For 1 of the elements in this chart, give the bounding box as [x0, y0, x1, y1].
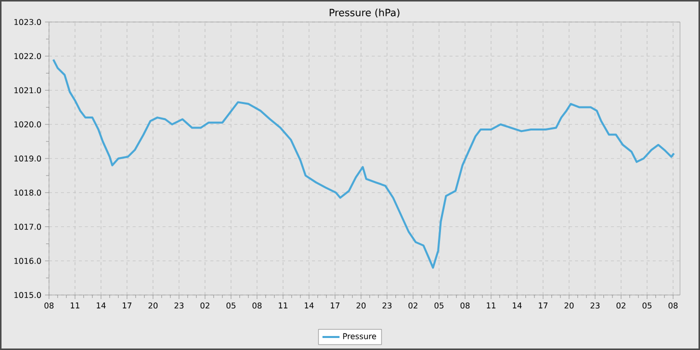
chart-title: Pressure (hPa) [330, 8, 400, 18]
